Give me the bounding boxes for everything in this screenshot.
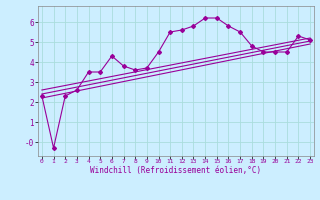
X-axis label: Windchill (Refroidissement éolien,°C): Windchill (Refroidissement éolien,°C) [91,166,261,175]
